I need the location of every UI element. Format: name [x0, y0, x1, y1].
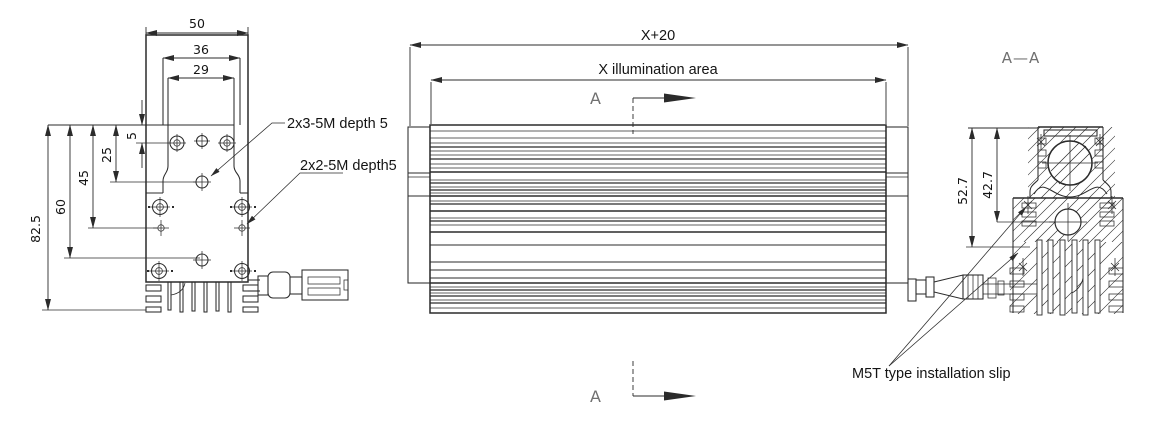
dim-52-7: 52.7	[955, 177, 970, 205]
side-dimensions: X+20 X illumination area	[409, 28, 909, 126]
dim-x-plus-20: X+20	[641, 28, 675, 44]
dim-36: 36	[193, 42, 209, 57]
dim-29: 29	[193, 62, 209, 77]
section-view: A—A	[852, 49, 1124, 382]
clamp-bracket	[1029, 126, 1112, 198]
cable-connector-side	[915, 274, 1040, 300]
section-title: A—A	[1002, 49, 1041, 67]
hole-row-top	[168, 133, 236, 152]
section-annotations: M5T type installation slip	[852, 206, 1027, 382]
note-2x3-5m: 2x3-5M depth 5	[287, 116, 388, 132]
dim-60: 60	[53, 199, 68, 215]
section-marker-bottom: A	[590, 361, 696, 406]
cable-connector-front	[248, 269, 349, 301]
section-body	[1009, 196, 1124, 316]
front-view: 50 36 29 5 25 45 60	[28, 16, 397, 313]
heatsink-fin-lines	[430, 130, 886, 309]
section-letter-bottom: A	[590, 387, 601, 406]
hole-row-bottom	[147, 251, 256, 281]
section-letter-top: A	[590, 89, 601, 108]
section-dimensions: 42.7 52.7	[955, 127, 1055, 248]
dim-50: 50	[189, 16, 205, 31]
dim-42-7: 42.7	[980, 171, 995, 199]
note-m5t-slip: M5T type installation slip	[852, 366, 1011, 382]
front-annotations: 2x3-5M depth 5 2x2-5M depth5	[210, 116, 397, 225]
hole-pair-upper	[148, 197, 256, 217]
dim-x-illumination: X illumination area	[598, 62, 718, 78]
hatch-bracket	[1028, 127, 1115, 198]
side-view: X+20 X illumination area A A	[407, 28, 1040, 406]
heatsink-front	[145, 281, 259, 313]
note-2x2-5m: 2x2-5M depth5	[300, 158, 397, 174]
dim-82-5: 82.5	[28, 215, 43, 243]
section-marker-top: A	[590, 89, 696, 134]
dim-45: 45	[76, 170, 91, 186]
dim-5: 5	[124, 132, 139, 140]
hatch-fins	[1010, 242, 1123, 314]
front-dimensions: 50 36 29 5 25 45 60	[28, 16, 249, 311]
hole-pair-cross	[153, 220, 250, 236]
dim-25: 25	[99, 147, 114, 163]
